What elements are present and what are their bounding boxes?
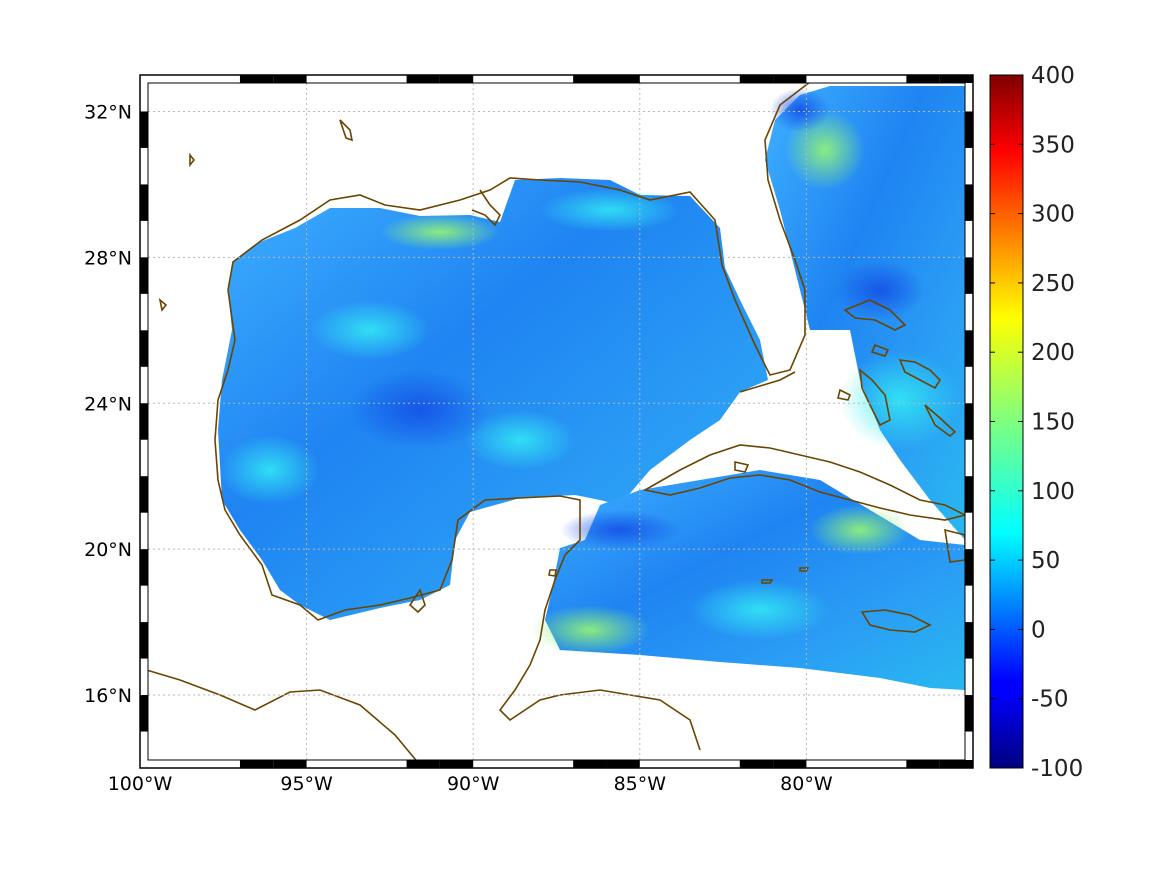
colorbar-tick-label-4: 200 xyxy=(1031,340,1075,366)
frame-segment-bottom xyxy=(739,760,774,768)
frame-segment-top xyxy=(406,75,440,83)
colorbar-tick-label-8: 0 xyxy=(1031,617,1046,643)
y-tick-label-1: 20°N xyxy=(84,539,132,561)
frame-segment-right xyxy=(965,111,973,148)
frame-segment-bottom xyxy=(439,760,474,768)
frame-segment-left xyxy=(140,622,148,659)
x-tick-labels: 100°W 95°W 90°W 85°W 80°W xyxy=(108,773,833,795)
frame-segment-top xyxy=(939,75,973,83)
y-tick-label-4: 32°N xyxy=(84,101,132,123)
x-tick-label-4: 80°W xyxy=(780,773,833,795)
frame-segment-top xyxy=(439,75,474,83)
colorbar-tick-label-3: 250 xyxy=(1031,271,1075,297)
map-frame xyxy=(139,74,974,769)
x-tick-label-1: 95°W xyxy=(280,773,333,795)
frame-segment-left xyxy=(140,695,148,732)
colorbar-tick-label-2: 300 xyxy=(1031,202,1075,228)
colorbar-tick-label-6: 100 xyxy=(1031,479,1075,505)
frame-segment-bottom xyxy=(239,760,274,768)
frame-segment-top xyxy=(906,75,940,83)
caribbean-field xyxy=(545,470,965,690)
frame-segment-top xyxy=(606,75,640,83)
frame-segment-right xyxy=(965,330,973,367)
frame-segment-left xyxy=(140,184,148,221)
gridlines xyxy=(148,83,965,760)
colorbar-tick-label-5: 150 xyxy=(1031,410,1075,436)
frame-segment-right xyxy=(965,257,973,294)
frame-segment-bottom xyxy=(573,760,607,768)
y-tick-label-2: 24°N xyxy=(84,393,132,415)
frame-segment-bottom xyxy=(273,760,307,768)
colorbar: 400 350 300 250 200 150 100 50 0 -50 -100 xyxy=(989,63,1083,782)
frame-segment-bottom xyxy=(406,760,440,768)
colorbar-tick-label-9: -50 xyxy=(1031,687,1069,713)
y-tick-label-3: 28°N xyxy=(84,247,132,269)
frame-segment-left xyxy=(140,403,148,440)
frame-segment-left xyxy=(140,549,148,586)
colorbar-tick-label-7: 50 xyxy=(1031,548,1060,574)
x-tick-label-2: 90°W xyxy=(447,773,500,795)
frame-segment-bottom xyxy=(606,760,640,768)
frame-segment-right xyxy=(965,622,973,659)
frame-segment-bottom xyxy=(939,760,973,768)
frame-segment-top xyxy=(239,75,274,83)
frame-segment-top xyxy=(739,75,774,83)
frame-segment-top xyxy=(773,75,807,83)
colorbar-tick-label-10: -100 xyxy=(1031,756,1083,782)
y-tick-label-0: 16°N xyxy=(84,685,132,707)
frame-segment-top xyxy=(273,75,307,83)
frame-segment-right xyxy=(965,184,973,221)
frame-segment-left xyxy=(140,330,148,367)
gulf-of-mexico-field xyxy=(218,178,768,620)
frame-segment-right xyxy=(965,549,973,586)
frame-segment-bottom xyxy=(773,760,807,768)
colorbar-tick-label-1: 350 xyxy=(1031,132,1075,158)
frame-segment-right xyxy=(965,476,973,513)
x-tick-label-3: 85°W xyxy=(614,773,667,795)
y-tick-labels: 16°N 20°N 24°N 28°N 32°N xyxy=(84,101,132,707)
data-field xyxy=(218,86,965,690)
frame-segment-left xyxy=(140,476,148,513)
coastlines xyxy=(148,83,965,760)
frame-segment-right xyxy=(965,695,973,732)
x-tick-label-0: 100°W xyxy=(108,773,173,795)
frame-segment-left xyxy=(140,257,148,294)
frame-segment-top xyxy=(573,75,607,83)
frame-segment-left xyxy=(140,111,148,148)
frame-segment-bottom xyxy=(906,760,940,768)
colorbar-tick-label-0: 400 xyxy=(1031,63,1075,89)
frame-segment-right xyxy=(965,403,973,440)
